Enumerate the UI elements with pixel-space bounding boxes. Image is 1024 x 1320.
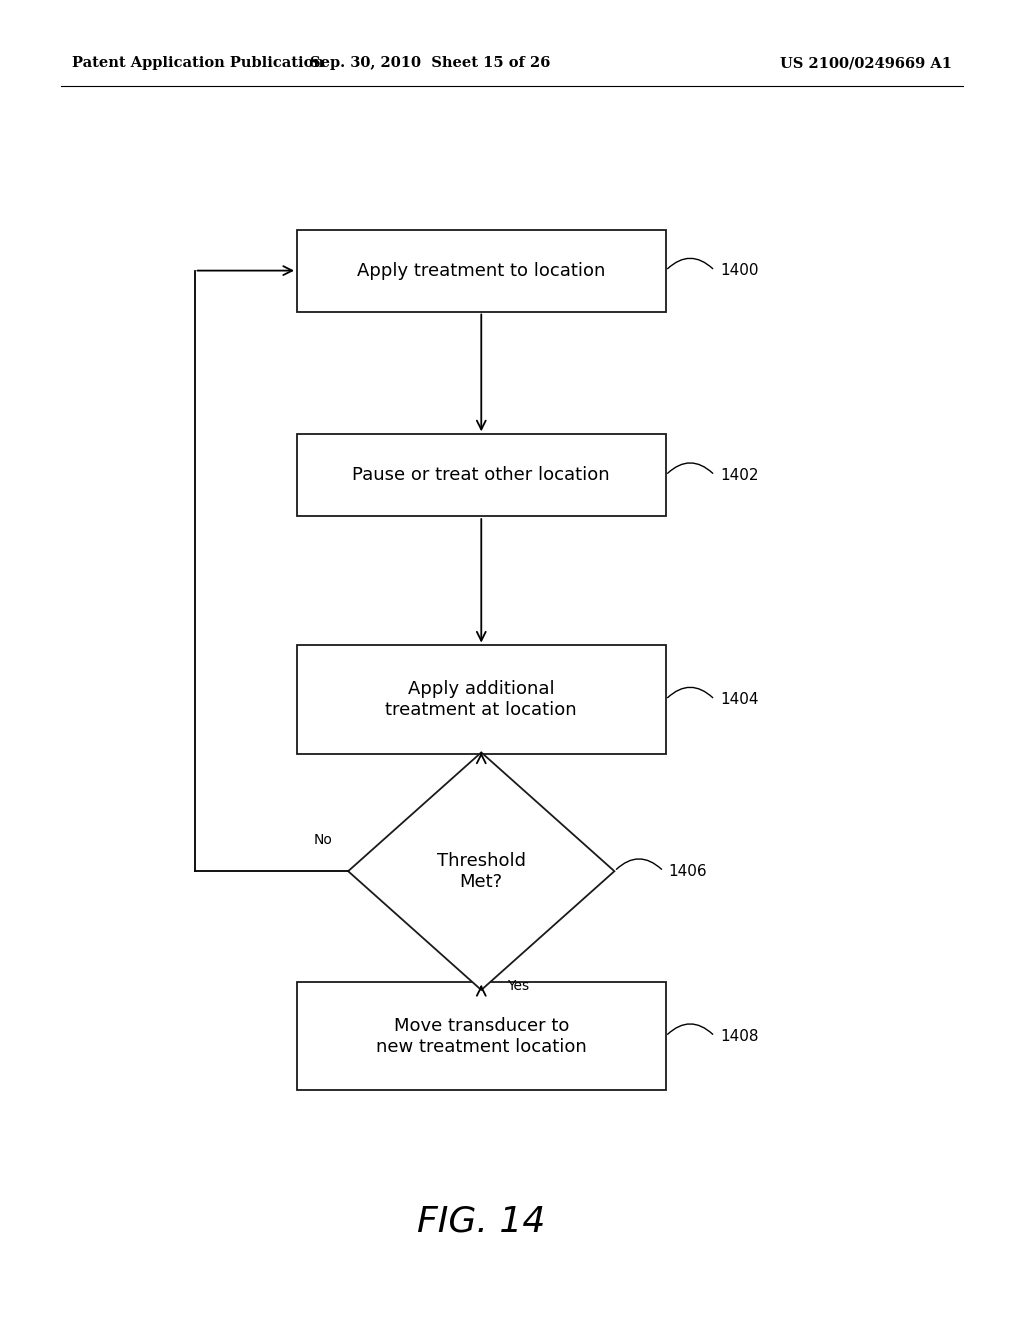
Bar (297, 645, 666, 754)
Text: Yes: Yes (507, 979, 529, 993)
Text: 1408: 1408 (720, 1028, 759, 1044)
Text: No: No (314, 833, 333, 847)
Text: 1404: 1404 (720, 692, 759, 708)
Text: US 2100/0249669 A1: US 2100/0249669 A1 (780, 57, 952, 70)
Text: Move transducer to
new treatment location: Move transducer to new treatment locatio… (376, 1016, 587, 1056)
Text: 1406: 1406 (669, 863, 708, 879)
Text: FIG. 14: FIG. 14 (417, 1204, 546, 1238)
Text: 1400: 1400 (720, 263, 759, 279)
Bar (297, 434, 666, 516)
Polygon shape (348, 752, 614, 990)
Text: Apply additional
treatment at location: Apply additional treatment at location (385, 680, 578, 719)
Text: Sep. 30, 2010  Sheet 15 of 26: Sep. 30, 2010 Sheet 15 of 26 (310, 57, 550, 70)
Text: Threshold
Met?: Threshold Met? (437, 851, 525, 891)
Text: 1402: 1402 (720, 467, 759, 483)
Text: Pause or treat other location: Pause or treat other location (352, 466, 610, 484)
Text: Patent Application Publication: Patent Application Publication (72, 57, 324, 70)
Bar (297, 230, 666, 312)
Text: Apply treatment to location: Apply treatment to location (357, 261, 605, 280)
Bar (297, 982, 666, 1090)
